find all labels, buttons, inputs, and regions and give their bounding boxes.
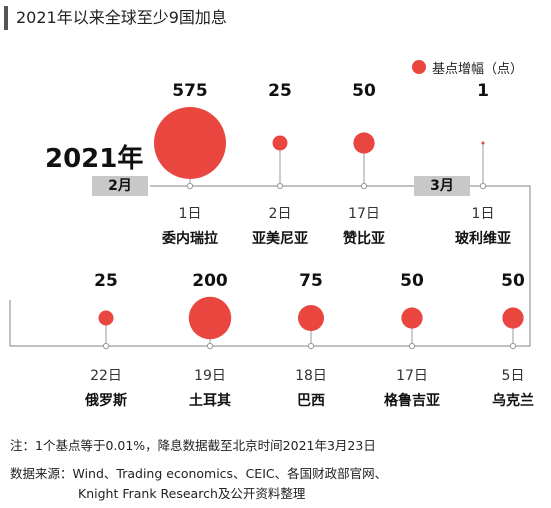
bubble-2	[353, 132, 375, 154]
source-line-1: 数据来源：Wind、Trading economics、CEIC、各国财政部官网…	[10, 466, 388, 481]
date-label: 22日	[90, 368, 122, 384]
date-label: 5日	[502, 368, 525, 384]
value-label: 575	[172, 81, 208, 101]
country-label: 玻利维亚	[455, 230, 511, 247]
axis-tick-dot	[276, 182, 284, 190]
value-label: 50	[501, 271, 525, 291]
country-label: 乌克兰	[492, 392, 534, 409]
value-label: 50	[400, 271, 424, 291]
value-label: 25	[94, 271, 118, 291]
axis-tick-dot	[102, 342, 110, 350]
date-label: 18日	[295, 368, 327, 384]
country-label: 委内瑞拉	[161, 230, 218, 247]
country-label: 格鲁吉亚	[384, 392, 440, 409]
value-label: 25	[268, 81, 292, 101]
axis-tick-dot	[479, 182, 487, 190]
date-label: 2日	[269, 206, 292, 222]
axis-tick-dot	[206, 342, 214, 350]
legend-label: 基点增幅（点）	[432, 61, 524, 77]
date-label: 17日	[348, 206, 380, 222]
bubble-7	[401, 307, 423, 329]
date-label: 19日	[194, 368, 226, 384]
source-line-2: Knight Frank Research及公开资料整理	[78, 486, 306, 501]
bubble-8	[502, 307, 524, 329]
bubble-1	[272, 135, 288, 151]
timeline-line	[9, 185, 531, 347]
bubble-6	[297, 304, 325, 332]
axis-tick-dot	[186, 182, 194, 190]
value-label: 200	[192, 271, 228, 291]
legend: 基点增幅（点）	[412, 57, 523, 77]
value-label: 1	[477, 81, 489, 101]
month-label-feb: 2月	[92, 176, 148, 196]
country-label: 土耳其	[189, 392, 231, 409]
date-label: 17日	[396, 368, 428, 384]
axis-tick-dot	[360, 182, 368, 190]
bubble-5	[188, 296, 232, 340]
country-label: 巴西	[297, 393, 325, 409]
year-label: 2021年	[45, 144, 144, 174]
bubble-0	[154, 107, 226, 179]
date-label: 1日	[179, 206, 202, 222]
axis-tick-dot	[307, 342, 315, 350]
country-label: 赞比亚	[342, 230, 385, 247]
value-label: 75	[299, 271, 323, 291]
date-label: 1日	[472, 206, 495, 222]
country-label: 俄罗斯	[84, 392, 127, 409]
bubble-3	[481, 141, 485, 145]
axis-tick-dot	[509, 342, 517, 350]
value-label: 50	[352, 81, 376, 101]
axis-tick-dot	[408, 342, 416, 350]
month-label-mar: 3月	[414, 176, 470, 196]
legend-bubble-icon	[412, 60, 426, 74]
country-label: 亚美尼亚	[252, 230, 308, 247]
bubble-4	[98, 310, 114, 326]
chart-title: 2021年以来全球至少9国加息	[4, 6, 256, 30]
footnote: 注：1个基点等于0.01%，降息数据截至北京时间2021年3月23日	[10, 438, 376, 453]
